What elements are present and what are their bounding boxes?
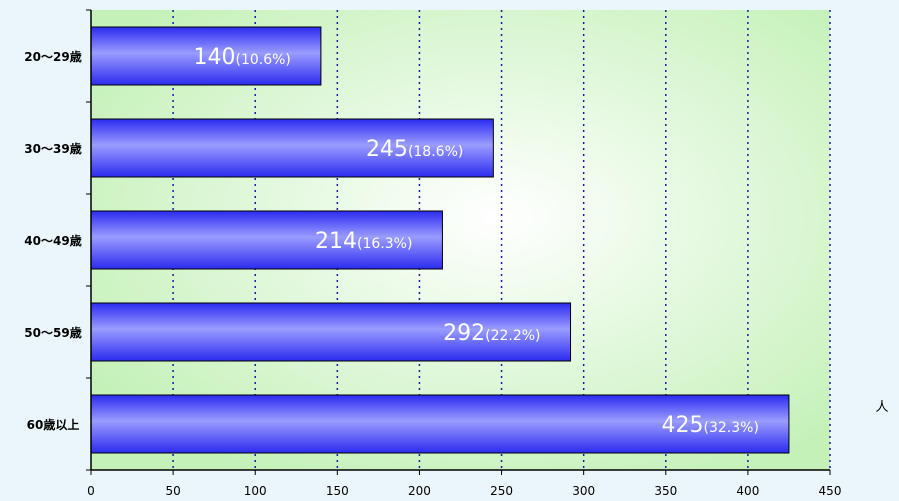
bar-3 — [90, 302, 572, 362]
category-label-2: 40～49歳 — [24, 233, 81, 248]
x-tick-label-6: 300 — [572, 484, 595, 498]
bar-value-2: 214 — [315, 229, 357, 254]
bar-label-4: 425(32.3%) — [662, 413, 759, 438]
x-tick-label-1: 50 — [165, 484, 180, 498]
bar-percent-4: (32.3%) — [704, 420, 759, 436]
bar-label-3: 292(22.2%) — [443, 321, 540, 346]
bar-percent-2: (16.3%) — [357, 236, 412, 252]
x-tick-label-5: 250 — [490, 484, 513, 498]
x-tick-label-8: 400 — [736, 484, 759, 498]
bar-value-3: 292 — [443, 321, 485, 346]
category-label-3: 50～59歳 — [24, 325, 81, 340]
bar-percent-1: (18.6%) — [408, 144, 463, 160]
bar-value-1: 245 — [366, 137, 408, 162]
bar-1 — [90, 118, 494, 178]
x-tick-label-9: 450 — [819, 484, 842, 498]
bar-label-0: 140(10.6%) — [194, 45, 291, 70]
bar-value-0: 140 — [194, 45, 236, 70]
bar-label-2: 214(16.3%) — [315, 229, 412, 254]
bar-percent-3: (22.2%) — [485, 328, 540, 344]
x-tick-label-2: 100 — [244, 484, 267, 498]
bar-value-4: 425 — [662, 413, 704, 438]
bar-0 — [90, 26, 322, 86]
x-axis-unit-label: 人 — [875, 400, 888, 415]
bar-percent-0: (10.6%) — [236, 52, 291, 68]
x-tick-label-0: 0 — [87, 484, 95, 498]
bar-4 — [90, 394, 790, 454]
category-label-1: 30～39歳 — [24, 141, 81, 156]
x-tick-label-7: 350 — [654, 484, 677, 498]
category-label-0: 20～29歳 — [24, 49, 81, 64]
x-tick-label-4: 200 — [408, 484, 431, 498]
x-tick-label-3: 150 — [326, 484, 349, 498]
bar-2 — [90, 210, 443, 270]
category-label-4: 60歳以上 — [27, 417, 80, 432]
bar-label-1: 245(18.6%) — [366, 137, 463, 162]
